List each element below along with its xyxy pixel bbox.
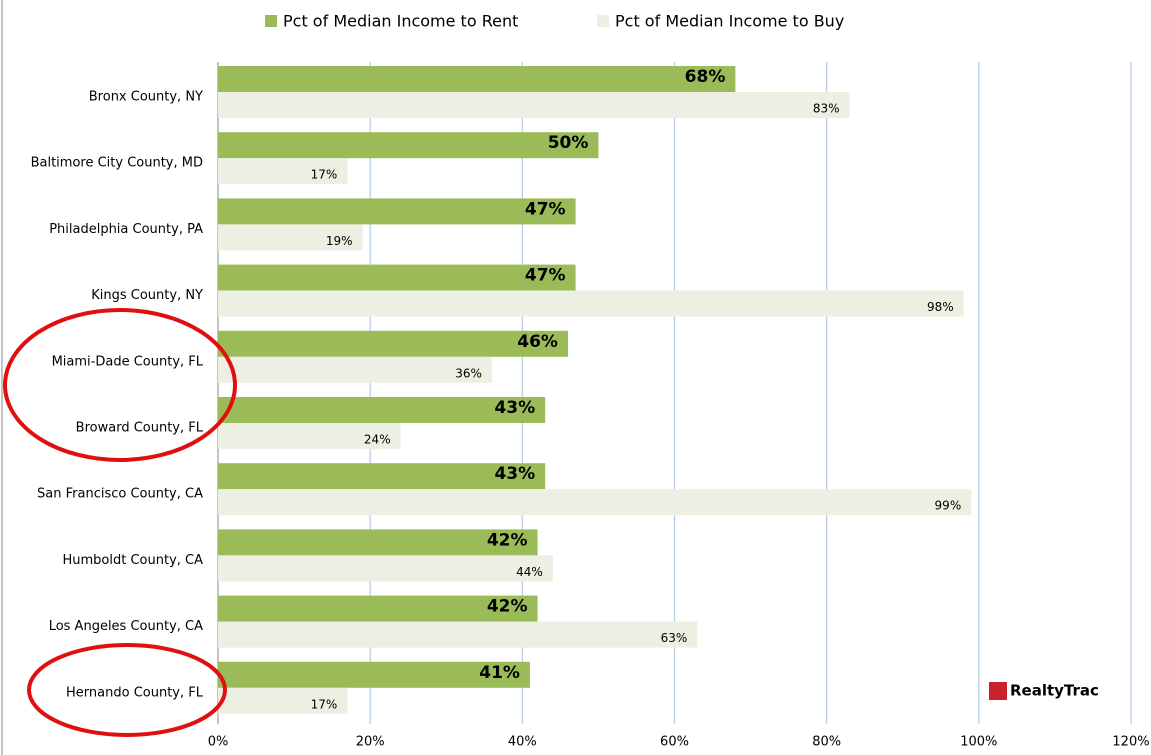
value-label: 43% <box>494 464 535 484</box>
plot: 0% 20% 40% 60% 80% 100% 120% Bronx County, NY 68… <box>31 12 1150 750</box>
bar <box>218 264 576 291</box>
y-tick-label: Humboldt County, CA <box>62 553 203 568</box>
value-label: 41% <box>479 663 520 683</box>
bar <box>218 66 736 92</box>
y-tick-label: Los Angeles County, CA <box>49 619 203 634</box>
value-label: 19% <box>326 234 353 248</box>
value-label: 63% <box>661 631 688 645</box>
y-tick-label: Bronx County, NY <box>89 90 203 105</box>
value-label: 43% <box>494 398 535 418</box>
x-tick-label: 40% <box>508 735 537 750</box>
value-label: 42% <box>487 597 528 617</box>
bar <box>218 621 698 648</box>
legend-swatch <box>265 15 277 27</box>
bar <box>218 356 492 383</box>
bar <box>218 661 530 688</box>
value-label: 68% <box>685 67 726 87</box>
bar <box>218 423 401 449</box>
highlight-ellipse <box>27 643 227 737</box>
value-label: 98% <box>927 300 954 314</box>
y-tick-label: Baltimore City County, MD <box>31 156 203 171</box>
value-label: 17% <box>311 697 338 711</box>
watermark: RealtyTrac <box>1010 682 1099 700</box>
bar <box>218 489 972 516</box>
bar <box>218 290 964 317</box>
bar <box>218 529 538 556</box>
x-tick-label: 20% <box>356 735 385 750</box>
bar <box>218 463 546 490</box>
x-tick-label: 80% <box>812 735 841 750</box>
value-label: 47% <box>525 266 566 286</box>
bar <box>218 595 538 622</box>
y-tick-label: Miami-Dade County, FL <box>52 354 204 369</box>
logo-icon <box>989 682 1007 700</box>
value-label: 44% <box>516 565 543 579</box>
legend-label: Pct of Median Income to Rent <box>283 12 518 31</box>
bar <box>218 224 363 251</box>
legend-swatch <box>597 15 609 27</box>
bar <box>218 198 576 225</box>
bar <box>218 330 568 357</box>
y-tick-label: San Francisco County, CA <box>37 487 203 502</box>
value-label: 24% <box>364 433 391 447</box>
highlight-ellipse <box>3 308 237 462</box>
value-label: 50% <box>548 133 589 153</box>
bar <box>218 132 599 159</box>
x-tick-label: 0% <box>208 735 229 750</box>
x-tick-label: 60% <box>660 735 689 750</box>
value-label: 99% <box>935 499 962 513</box>
value-label: 17% <box>311 168 338 182</box>
bar <box>218 158 348 185</box>
y-tick-label: Philadelphia County, PA <box>49 222 203 237</box>
bar <box>218 397 546 423</box>
value-label: 42% <box>487 530 528 550</box>
bar <box>218 555 553 582</box>
bar <box>218 687 348 714</box>
y-tick-label: Broward County, FL <box>76 421 204 436</box>
bar <box>218 92 850 118</box>
y-tick-label: Hernando County, FL <box>66 685 204 700</box>
value-label: 36% <box>455 366 482 380</box>
legend-label: Pct of Median Income to Buy <box>615 12 844 31</box>
x-tick-label: 100% <box>960 735 997 750</box>
value-label: 47% <box>525 199 566 219</box>
x-tick-label: 120% <box>1112 735 1149 750</box>
value-label: 83% <box>813 102 840 116</box>
y-tick-label: Kings County, NY <box>91 288 203 303</box>
value-label: 46% <box>517 332 558 352</box>
